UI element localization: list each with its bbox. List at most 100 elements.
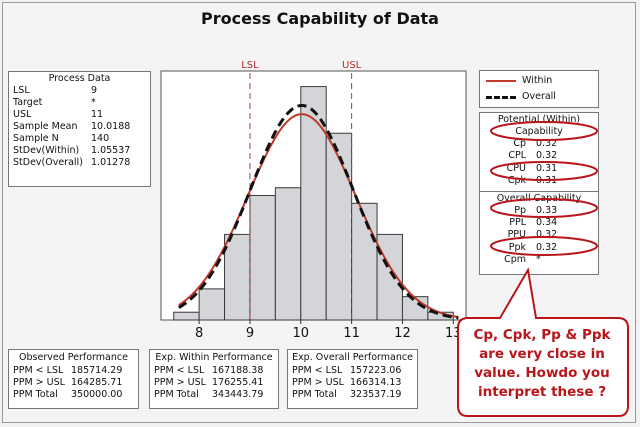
histogram-bar [173,311,200,321]
exp-overall-row: PPM Total 323537.19 [288,389,417,401]
exp-within-row: PPM > USL 176255.41 [150,377,278,389]
capability-value: 0.33 [536,204,558,216]
capability-label: Ppk [508,241,526,253]
capability-row: Pp 0.33 [480,205,598,217]
ppm-label: PPM Total [292,389,337,400]
capability-row: PPL 0.34 [480,217,598,229]
callout-line: Cp, Cpk, Pp & Ppk [473,327,611,343]
capability-row: PPU 0.32 [480,229,598,241]
capability-label: PPU [507,229,526,241]
capability-label: PPL [509,216,526,228]
exp-within-row: PPM Total 343443.79 [150,389,278,401]
observed-row: PPM < LSL 185714.29 [9,365,138,377]
ppm-label: PPM > USL [13,377,65,388]
ppm-label: PPM > USL [154,377,206,388]
overall-capability-heading: Overall Capability [496,192,582,204]
capability-value: 0.31 [536,175,558,187]
observed-heading: Observed Performance [19,352,128,363]
exp-overall-heading: Exp. Overall Performance [292,352,413,363]
legend-swatch-within [486,80,516,82]
legend-label-overall: Overall [522,91,556,102]
x-tick-label: 8 [195,326,203,341]
capability-row: Cpm * [480,254,598,266]
exp-within-performance-box: Exp. Within Performance PPM < LSL 167188.… [149,349,279,409]
process-row-value: 10.0188 [91,121,131,132]
within-capability-heading: Potential (Within) Capability [497,114,581,137]
ppm-label: PPM < LSL [154,365,205,376]
x-tick-label: 12 [394,326,411,341]
capability-value: 0.32 [536,138,558,149]
process-row-label: StDev(Within) [13,145,80,156]
exp-within-heading: Exp. Within Performance [155,352,273,363]
process-row: StDev(Within) 1.05537 [9,145,150,157]
process-row: Sample Mean 10.0188 [9,121,150,133]
lsl-label: LSL [241,60,259,71]
capability-label: CPL [508,150,526,162]
callout-line: are very close in [479,346,605,362]
histogram-bar [274,187,302,321]
process-row-value: 140 [91,133,110,144]
ppm-label: PPM Total [13,389,58,400]
histogram-bar [376,233,403,321]
process-data-heading: Process Data [48,73,111,84]
ppm-value: 350000.00 [71,389,123,400]
capability-value: * [536,254,541,266]
process-row-label: USL [13,109,32,120]
ppm-value: 157223.06 [350,365,402,376]
legend-swatch-overall [486,95,516,99]
legend-item-within: Within [480,73,598,89]
capability-row: Cpk 0.31 [480,175,598,187]
capability-value: 0.31 [536,162,558,174]
observed-row: PPM Total 350000.00 [9,389,138,401]
ppm-value: 176255.41 [212,377,264,388]
exp-within-row: PPM < LSL 167188.38 [150,365,278,377]
x-tick-label: 11 [343,326,360,341]
ppm-value: 166314.13 [350,377,402,388]
capability-value: 0.32 [536,150,558,162]
capability-label: Cp [513,138,526,149]
ppm-value: 164285.71 [71,377,123,388]
capability-label: Cpm [504,254,526,266]
observed-performance-box: Observed Performance PPM < LSL 185714.29 … [8,349,139,409]
capability-value: 0.32 [536,241,558,253]
process-row-value: 1.01278 [91,157,131,168]
process-row-value: 1.05537 [91,145,131,156]
legend-item-overall: Overall [480,89,598,105]
ppm-label: PPM < LSL [13,365,64,376]
ppm-label: PPM Total [154,389,199,400]
capability-divider [480,190,598,192]
histogram-bar [351,202,378,321]
process-row: LSL 9 [9,85,150,97]
process-row: USL 11 [9,109,150,121]
process-data-box: Process Data LSL 9 Target * USL 11 Sample M… [8,71,151,187]
exp-overall-row: PPM > USL 166314.13 [288,377,417,389]
overall-curve [178,103,459,320]
exp-overall-performance-box: Exp. Overall Performance PPM < LSL 157223… [287,349,418,409]
ppm-value: 185714.29 [71,365,123,376]
observed-row: PPM > USL 164285.71 [9,377,138,389]
process-row-value: * [91,97,96,108]
process-row: Sample N 140 [9,133,150,145]
legend-label-within: Within [522,75,553,86]
histogram-bar [249,195,276,321]
capability-row: Ppk 0.32 [480,242,598,254]
process-row-value: 11 [91,109,104,120]
process-row: StDev(Overall) 1.01278 [9,157,150,169]
capability-box: Potential (Within) Capability Cp 0.32 CPL… [479,112,599,275]
capability-row: Cp 0.32 [480,138,598,150]
process-row: Target * [9,97,150,109]
ppm-value: 167188.38 [212,365,264,376]
capability-row: CPU 0.31 [480,163,598,175]
capability-label: Cpk [507,175,526,187]
process-row-value: 9 [91,85,98,96]
capability-label: Pp [514,204,526,216]
capability-row: CPL 0.32 [480,150,598,162]
histogram-bar [300,86,327,321]
histogram-bar [198,288,226,321]
histogram-bar [325,132,353,321]
process-row-label: LSL [13,85,30,96]
histogram-bar [224,233,251,321]
within-curve [178,113,459,319]
callout-line: interpret these ? [477,384,607,400]
